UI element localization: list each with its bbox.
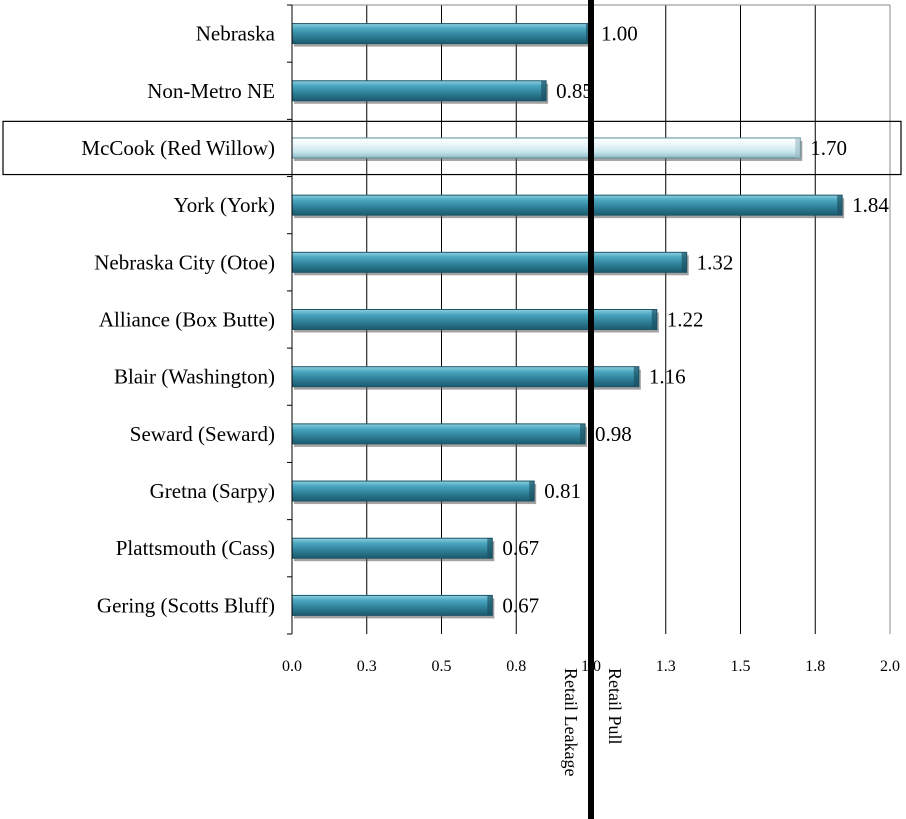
bar [291,480,535,502]
x-tick-label: 2.0 [880,658,900,675]
category-label: Nebraska City (Otoe) [94,250,275,274]
x-tick-label: 0.8 [506,658,526,675]
bar [291,23,592,45]
value-label: 0.98 [595,422,632,446]
category-label: Alliance (Box Butte) [99,308,275,332]
bar-end-cap [487,595,493,616]
category-label: Gering (Scotts Bluff) [97,593,275,617]
bar [291,194,843,216]
bar [291,594,493,616]
bar-end-cap [487,538,493,559]
bar-end-cap [541,80,547,101]
bar-end-cap [681,252,687,273]
category-label: York (York) [174,193,275,217]
bar-end-cap [529,481,535,502]
value-label: 1.16 [649,365,686,389]
category-label: Plattsmouth (Cass) [116,536,275,560]
category-label: Gretna (Sarpy) [150,479,275,503]
value-label: 1.70 [810,136,847,160]
bar-end-cap [651,309,657,330]
value-label: 0.67 [502,536,539,560]
value-label: 1.84 [852,193,889,217]
bar [291,80,547,102]
x-tick-label: 0.3 [357,658,377,675]
retail-pull-label: Retail Pull [605,668,625,745]
bar [291,137,801,159]
category-label: Non-Metro NE [147,79,275,103]
category-label: McCook (Red Willow) [81,136,275,160]
x-tick-label: 0.0 [282,658,302,675]
x-tick-label: 0.5 [432,658,452,675]
value-label: 0.85 [556,79,593,103]
category-label: Seward (Seward) [130,422,275,446]
x-tick-label: 1.3 [656,658,676,675]
bar-end-cap [837,195,843,216]
bar [291,309,658,330]
bar [291,251,688,273]
bar-end-cap [580,423,586,444]
highlight-box [2,120,902,176]
value-label: 0.67 [502,593,539,617]
value-label: 1.32 [697,250,734,274]
x-tick-label: 1.5 [731,658,751,675]
value-label: 1.22 [667,308,704,332]
value-label: 0.81 [544,479,581,503]
bar [291,537,493,559]
category-label: Blair (Washington) [114,365,275,389]
retail-leakage-label: Retail Leakage [561,668,581,776]
bar-end-cap [795,137,801,158]
x-tick-label: 1.8 [805,658,825,675]
bar [291,366,640,388]
value-label: 1.00 [601,22,638,46]
category-label: Nebraska [196,22,276,46]
bar-end-cap [633,366,639,387]
bar [291,423,586,445]
